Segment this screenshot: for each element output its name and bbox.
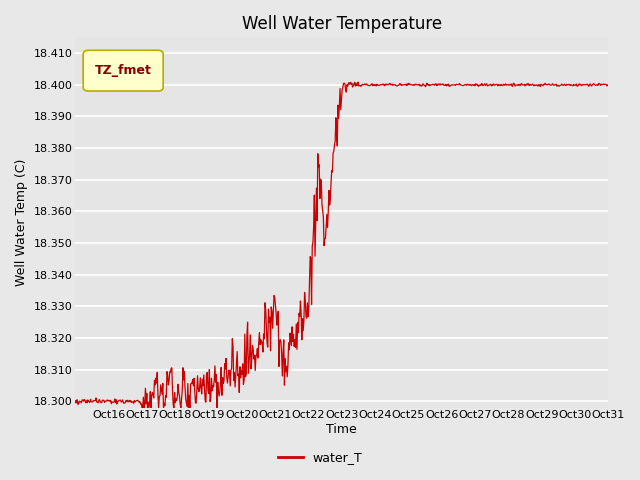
- Y-axis label: Well Water Temp (C): Well Water Temp (C): [15, 159, 28, 286]
- FancyBboxPatch shape: [83, 50, 163, 91]
- Text: TZ_fmet: TZ_fmet: [95, 64, 152, 77]
- Legend: water_T: water_T: [273, 446, 367, 469]
- X-axis label: Time: Time: [326, 423, 357, 436]
- Title: Well Water Temperature: Well Water Temperature: [242, 15, 442, 33]
